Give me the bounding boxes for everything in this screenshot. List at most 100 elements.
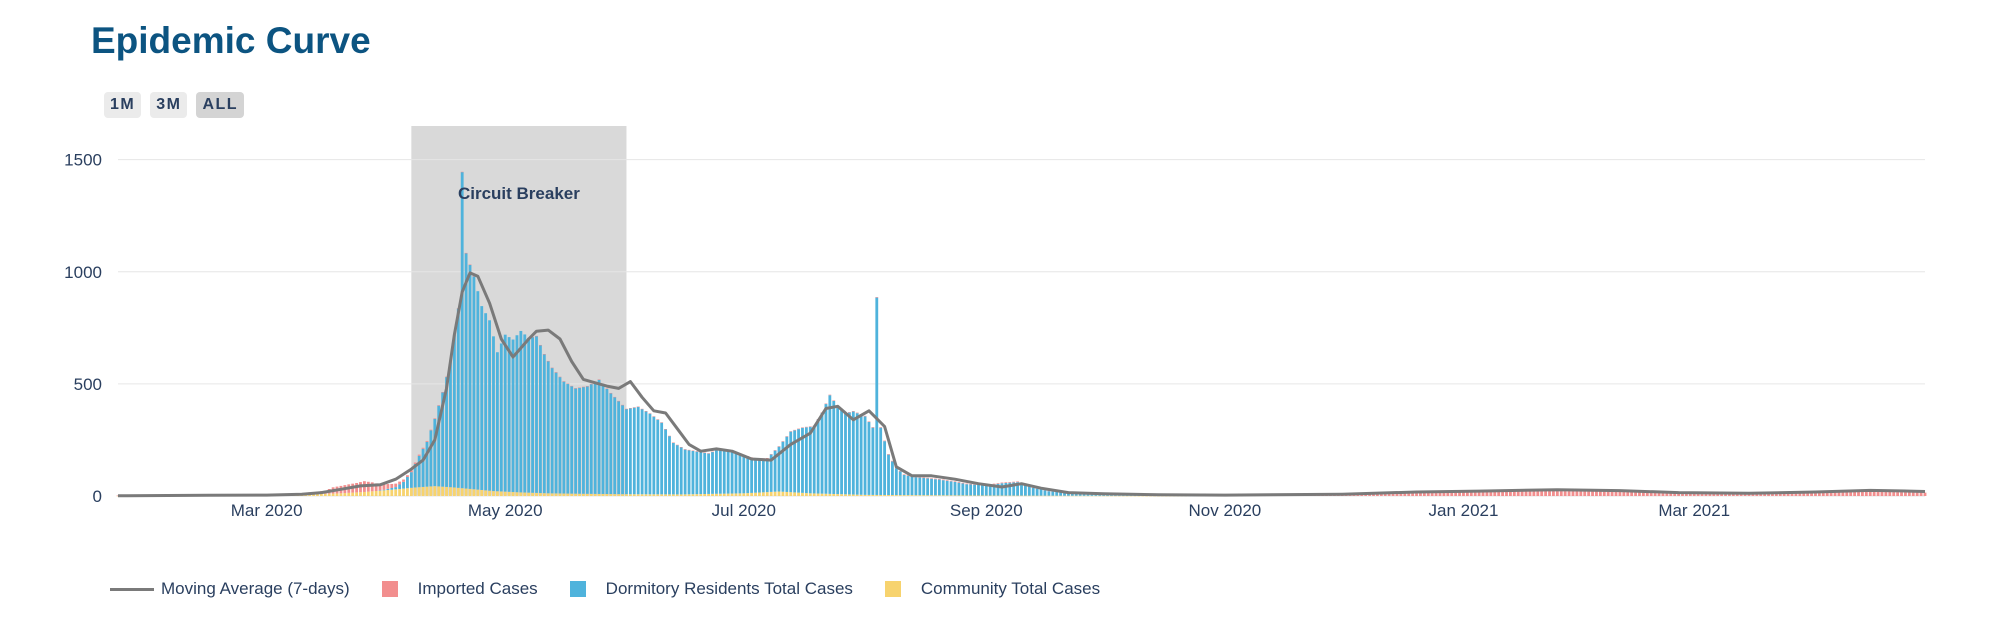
bar-community-total-cases-2020-04-14[interactable] bbox=[437, 486, 441, 496]
bar-imported-cases-2021-03-25[interactable] bbox=[1786, 492, 1790, 496]
bar-imported-cases-2020-08-01[interactable] bbox=[863, 415, 867, 417]
bar-imported-cases-2021-02-06[interactable] bbox=[1602, 491, 1606, 496]
bar-community-total-cases-2020-09-13[interactable] bbox=[1031, 495, 1035, 497]
bar-imported-cases-2020-12-31[interactable] bbox=[1458, 491, 1461, 496]
bar-community-total-cases-2020-05-30[interactable] bbox=[617, 494, 621, 496]
bar-community-total-cases-2020-09-19[interactable] bbox=[1055, 495, 1059, 497]
bar-imported-cases-2021-03-19[interactable] bbox=[1763, 493, 1767, 496]
bar-community-total-cases-2020-05-09[interactable] bbox=[535, 492, 538, 496]
bar-dormitory-residents-total-cases-2020-04-06[interactable] bbox=[406, 477, 409, 489]
bar-community-total-cases-2020-04-02[interactable] bbox=[390, 489, 394, 496]
bar-imported-cases-2020-04-14[interactable] bbox=[437, 405, 441, 406]
bar-imported-cases-2020-09-09[interactable] bbox=[1016, 481, 1019, 483]
bar-community-total-cases-2020-03-22[interactable] bbox=[347, 492, 351, 496]
bar-community-total-cases-2020-10-05[interactable] bbox=[1117, 495, 1121, 497]
bar-community-total-cases-2020-08-20[interactable] bbox=[937, 495, 941, 496]
bar-community-total-cases-2020-05-03[interactable] bbox=[511, 492, 515, 496]
bar-dormitory-residents-total-cases-2020-04-08[interactable] bbox=[413, 463, 417, 488]
bar-community-total-cases-2020-08-08[interactable] bbox=[891, 495, 894, 496]
bar-dormitory-residents-total-cases-2020-04-04[interactable] bbox=[398, 484, 402, 489]
bar-dormitory-residents-total-cases-2020-07-20[interactable] bbox=[816, 419, 820, 494]
bar-dormitory-residents-total-cases-2020-08-05[interactable] bbox=[879, 427, 883, 495]
bar-imported-cases-2021-04-05[interactable] bbox=[1829, 492, 1833, 496]
bar-community-total-cases-2020-07-05[interactable] bbox=[758, 492, 761, 496]
bar-dormitory-residents-total-cases-2020-08-03[interactable] bbox=[871, 427, 875, 495]
bar-community-total-cases-2020-09-15[interactable] bbox=[1039, 495, 1043, 497]
bar-dormitory-residents-total-cases-2020-08-31[interactable] bbox=[980, 485, 984, 496]
bar-community-total-cases-2020-07-01[interactable] bbox=[742, 493, 746, 496]
bar-imported-cases-2021-01-18[interactable] bbox=[1528, 490, 1532, 496]
bar-dormitory-residents-total-cases-2020-09-10[interactable] bbox=[1020, 483, 1023, 496]
bar-imported-cases-2021-03-03[interactable] bbox=[1700, 493, 1704, 496]
bar-imported-cases-2021-01-03[interactable] bbox=[1469, 491, 1473, 496]
bar-imported-cases-2021-04-18[interactable] bbox=[1880, 491, 1884, 496]
bar-imported-cases-2020-06-19[interactable] bbox=[695, 451, 699, 452]
bar-community-total-cases-2020-03-29[interactable] bbox=[374, 491, 378, 496]
bar-dormitory-residents-total-cases-2020-09-05[interactable] bbox=[1000, 483, 1004, 496]
bar-imported-cases-2020-04-03[interactable] bbox=[394, 483, 398, 488]
bar-imported-cases-2020-05-29[interactable] bbox=[613, 396, 617, 398]
bar-imported-cases-2021-01-09[interactable] bbox=[1493, 491, 1497, 496]
bar-dormitory-residents-total-cases-2020-09-07[interactable] bbox=[1008, 482, 1012, 496]
bar-community-total-cases-2020-08-23[interactable] bbox=[949, 495, 953, 496]
bar-community-total-cases-2020-10-07[interactable] bbox=[1125, 495, 1129, 497]
bar-community-total-cases-2020-09-01[interactable] bbox=[984, 495, 988, 497]
bar-imported-cases-2021-02-20[interactable] bbox=[1657, 492, 1661, 496]
bar-community-total-cases-2020-05-31[interactable] bbox=[621, 494, 624, 496]
bar-imported-cases-2020-08-27[interactable] bbox=[965, 483, 969, 485]
bar-dormitory-residents-total-cases-2020-05-13[interactable] bbox=[550, 367, 554, 494]
bar-dormitory-residents-total-cases-2020-07-24[interactable] bbox=[832, 400, 836, 494]
bar-dormitory-residents-total-cases-2020-04-18[interactable] bbox=[452, 334, 456, 488]
bar-dormitory-residents-total-cases-2020-04-22[interactable] bbox=[468, 264, 472, 489]
bar-community-total-cases-2020-04-01[interactable] bbox=[386, 490, 390, 496]
bar-imported-cases-2021-02-26[interactable] bbox=[1681, 493, 1684, 496]
bar-imported-cases-2020-07-17[interactable] bbox=[804, 426, 808, 428]
bar-community-total-cases-2020-09-08[interactable] bbox=[1012, 495, 1016, 497]
bar-imported-cases-2021-04-21[interactable] bbox=[1892, 492, 1896, 496]
bar-imported-cases-2020-06-23[interactable] bbox=[711, 451, 714, 453]
bar-community-total-cases-2020-08-03[interactable] bbox=[871, 494, 875, 496]
bar-community-total-cases-2020-09-09[interactable] bbox=[1016, 495, 1019, 497]
bar-imported-cases-2021-04-27[interactable] bbox=[1915, 492, 1919, 496]
bar-community-total-cases-2020-08-13[interactable] bbox=[910, 495, 914, 496]
bar-community-total-cases-2020-05-12[interactable] bbox=[546, 493, 550, 496]
bar-community-total-cases-2020-04-18[interactable] bbox=[452, 487, 456, 496]
bar-dormitory-residents-total-cases-2020-08-16[interactable] bbox=[922, 478, 926, 496]
bar-community-total-cases-2020-06-27[interactable] bbox=[726, 493, 730, 496]
bar-imported-cases-2021-01-13[interactable] bbox=[1508, 490, 1512, 496]
bar-dormitory-residents-total-cases-2020-03-30[interactable] bbox=[378, 490, 382, 491]
bar-community-total-cases-2020-07-06[interactable] bbox=[761, 492, 765, 496]
bar-community-total-cases-2020-06-05[interactable] bbox=[640, 494, 644, 496]
bar-imported-cases-2020-08-28[interactable] bbox=[969, 483, 973, 485]
bar-dormitory-residents-total-cases-2020-08-24[interactable] bbox=[953, 481, 957, 496]
bar-imported-cases-2021-01-26[interactable] bbox=[1559, 491, 1563, 496]
bar-community-total-cases-2020-10-11[interactable] bbox=[1141, 495, 1145, 497]
bar-imported-cases-2020-08-03[interactable] bbox=[871, 427, 875, 428]
bar-community-total-cases-2020-07-31[interactable] bbox=[859, 494, 863, 496]
bar-community-total-cases-2020-10-08[interactable] bbox=[1129, 495, 1133, 497]
bar-community-total-cases-2020-08-19[interactable] bbox=[934, 495, 937, 496]
bar-dormitory-residents-total-cases-2020-06-27[interactable] bbox=[726, 450, 730, 494]
bar-dormitory-residents-total-cases-2020-06-24[interactable] bbox=[715, 450, 718, 494]
bar-dormitory-residents-total-cases-2020-07-02[interactable] bbox=[746, 456, 750, 494]
bar-imported-cases-2020-12-25[interactable] bbox=[1434, 492, 1438, 496]
bar-community-total-cases-2020-09-21[interactable] bbox=[1063, 495, 1066, 497]
legend-item-dormitory[interactable]: Dormitory Residents Total Cases bbox=[564, 579, 853, 599]
bar-imported-cases-2021-02-17[interactable] bbox=[1645, 492, 1649, 496]
bar-imported-cases-2021-01-01[interactable] bbox=[1462, 491, 1465, 496]
bar-dormitory-residents-total-cases-2020-07-29[interactable] bbox=[851, 411, 855, 495]
bar-imported-cases-2020-06-02[interactable] bbox=[628, 408, 632, 409]
bar-community-total-cases-2020-09-10[interactable] bbox=[1020, 495, 1023, 497]
bar-imported-cases-2021-01-31[interactable] bbox=[1579, 491, 1583, 496]
bar-imported-cases-2021-04-13[interactable] bbox=[1861, 491, 1864, 496]
bar-community-total-cases-2020-08-06[interactable] bbox=[883, 494, 887, 496]
bar-community-total-cases-2020-05-24[interactable] bbox=[593, 493, 597, 496]
bar-imported-cases-2020-05-17[interactable] bbox=[566, 383, 570, 385]
bar-community-total-cases-2020-09-27[interactable] bbox=[1086, 495, 1090, 497]
bar-community-total-cases-2020-09-18[interactable] bbox=[1051, 495, 1055, 497]
bar-dormitory-residents-total-cases-2020-09-27[interactable] bbox=[1086, 493, 1090, 496]
bar-dormitory-residents-total-cases-2020-06-23[interactable] bbox=[711, 452, 714, 494]
bar-imported-cases-2020-07-24[interactable] bbox=[832, 400, 836, 401]
bar-dormitory-residents-total-cases-2020-09-26[interactable] bbox=[1082, 493, 1086, 496]
moving-average-line[interactable] bbox=[117, 271, 1926, 498]
